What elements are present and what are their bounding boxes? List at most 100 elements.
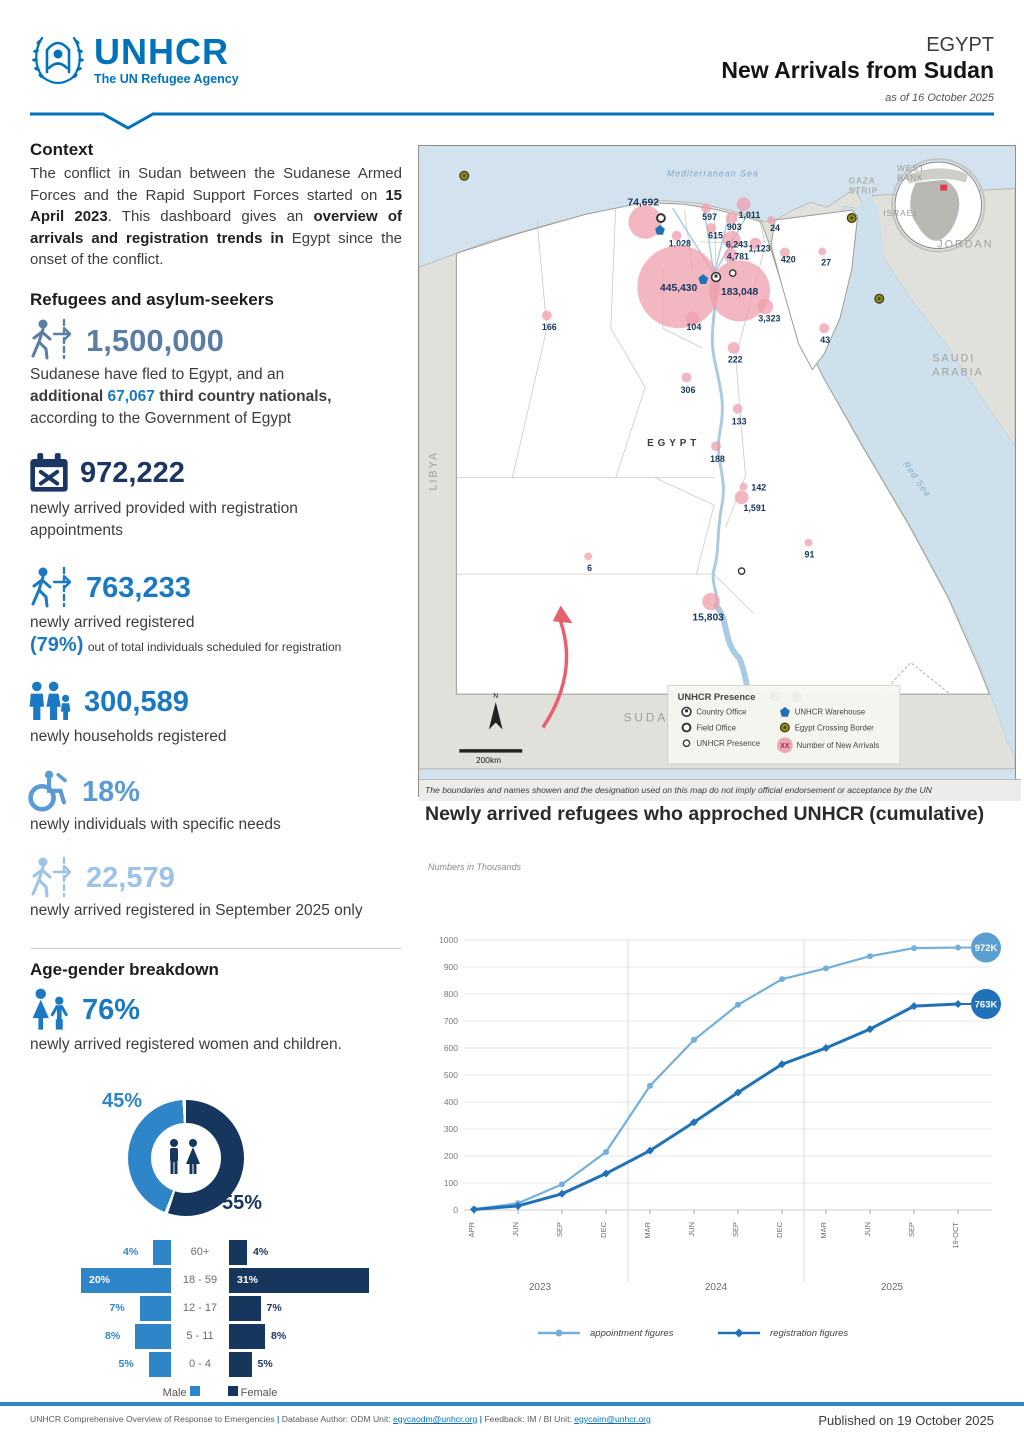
map-label: ISRAEL <box>883 208 919 218</box>
arrival-count-label: 1,591 <box>744 503 766 513</box>
context-bold-overview: overview of arrivals and registration tr… <box>30 208 402 247</box>
woman-child-icon <box>32 988 68 1030</box>
arrival-bubble <box>734 490 749 505</box>
arrival-bubble <box>727 341 740 354</box>
pyramid-male-bar <box>135 1324 171 1349</box>
unhcr-logo-icon <box>28 28 88 90</box>
stat-women-children: 76% <box>28 988 140 1032</box>
refugees-heading: Refugees and asylum-seekers <box>30 290 274 309</box>
pyramid-female-bar <box>229 1324 265 1349</box>
logo-title: UNHCR <box>94 31 229 72</box>
x-tick-label: 19-OCT <box>951 1222 960 1249</box>
svg-text:600: 600 <box>444 1043 458 1053</box>
stat-fled-desc: Sudanese have fled to Egypt, and an addi… <box>30 364 402 430</box>
pyramid-age-label: 18 - 59 <box>182 1274 218 1286</box>
pyramid-legend-female: Female <box>227 1386 277 1399</box>
svg-text:UNHCR Presence: UNHCR Presence <box>696 739 760 748</box>
arrival-count-label: 43 <box>820 335 830 345</box>
published-date: Published on 19 October 2025 <box>818 1413 994 1428</box>
map-label: SUDAN <box>624 711 680 725</box>
pyramid-male-pct: 20% <box>89 1274 111 1286</box>
svg-text:XX: XX <box>780 743 790 750</box>
map-legend: UNHCR Presence Country Office Field Office… <box>667 684 901 765</box>
x-tick-label: MAR <box>819 1221 828 1238</box>
svg-text:300: 300 <box>444 1124 458 1134</box>
arrival-bubble <box>725 212 738 224</box>
arrival-count-label: 104 <box>687 322 702 332</box>
footer-sep2: | <box>479 1414 483 1424</box>
fled-line3: according to the Government of Egypt <box>30 410 292 427</box>
pyramid-female-pct: 4% <box>253 1246 269 1258</box>
svg-text:972K: 972K <box>975 943 998 954</box>
arrival-count-label: 903 <box>727 222 742 232</box>
arrival-count-label: 15,803 <box>692 612 724 623</box>
nile-river <box>672 207 753 698</box>
pyramid-male-bar <box>153 1240 171 1265</box>
pyramid-female-pct: 5% <box>257 1358 273 1370</box>
chart-legend-label: appointment figures <box>590 1328 674 1339</box>
egypt-map: N 200km Mediterranean Sea GAZA STRIP WEST BANK… <box>418 145 1021 801</box>
chart-grid: 0 100 200 300 400 500 600 700 800 900 1000 <box>439 935 992 1283</box>
age-gender-heading: Age-gender breakdown <box>30 960 219 979</box>
svg-text:UNHCR Warehouse: UNHCR Warehouse <box>795 708 866 717</box>
x-tick-label: APR <box>467 1221 476 1237</box>
pyramid-female-bar <box>229 1268 369 1293</box>
pyramid-female-bar <box>229 1240 247 1265</box>
arrival-bubble <box>628 205 662 239</box>
arrival-bubble <box>711 441 721 452</box>
pyramid-female-bar <box>229 1352 252 1377</box>
svg-text:UNHCR Presence: UNHCR Presence <box>678 692 756 702</box>
pyramid-male-pct: 4% <box>123 1246 139 1258</box>
footer-source: UNHCR Comprehensive Overview of Response… <box>30 1414 275 1424</box>
registered-pct-note: out of total individuals scheduled for r… <box>87 640 342 654</box>
arrival-bubble <box>804 538 813 547</box>
arrival-count-label: 1,011 <box>739 210 761 220</box>
pyramid-male-pct: 7% <box>109 1302 125 1314</box>
odm-email-link[interactable]: egycaodm@unhcr.org <box>393 1414 478 1424</box>
svg-text:800: 800 <box>444 989 458 999</box>
field-office-icon <box>656 213 666 223</box>
unhcr-presence-icon <box>682 739 691 748</box>
arrival-bubble <box>723 248 738 263</box>
unhcr-wordmark: UNHCR The UN Refugee Agency <box>94 31 239 87</box>
pyramid-male-bar <box>139 1296 171 1321</box>
chart-legend-label: registration figures <box>770 1328 848 1339</box>
registered-pct: (79%) <box>30 634 84 656</box>
logo-subtitle: The UN Refugee Agency <box>94 72 239 86</box>
year-label: 2024 <box>705 1282 728 1293</box>
arrival-count-label: 6,243 <box>726 240 748 250</box>
arrival-count-label: 6 <box>587 563 592 573</box>
stat-registered: 763,233 <box>26 566 191 610</box>
age-pyramid-chart: 60+ 4% 4% 18 - 59 20% 31% 12 - 17 7% 7% 5 - 11 8% 8… <box>40 1240 380 1400</box>
arrival-count-label: 222 <box>728 355 743 365</box>
chart-subtitle: Numbers in Thousands <box>428 862 522 872</box>
stat-fled: 1,500,000 <box>26 318 224 362</box>
im-email-link[interactable]: egycaim@unhcr.org <box>574 1414 651 1424</box>
arrival-bubble <box>749 237 762 250</box>
arrival-count-label: 166 <box>542 322 557 332</box>
fled-bold: additional <box>30 388 108 405</box>
map-label: ARABIA <box>932 366 983 378</box>
header-country: EGYPT <box>926 34 994 56</box>
context-text3: Egypt since the onset of the conflict. <box>30 229 403 269</box>
arrival-bubble <box>541 310 552 321</box>
arrival-bubble <box>818 247 827 256</box>
svg-text:763K: 763K <box>975 999 998 1010</box>
stat-households: 300,589 <box>26 680 189 724</box>
arrival-count-label: 4,781 <box>727 251 749 261</box>
pyramid-male-pct: 5% <box>118 1358 134 1370</box>
africa-inset-globe <box>891 158 986 253</box>
arrival-count-label: 133 <box>732 417 747 427</box>
svg-text:900: 900 <box>444 962 458 972</box>
map-label: JORDAN <box>937 239 993 251</box>
map-disclaimer: The boundaries and names showen and the … <box>419 779 1021 801</box>
arrival-count-label: 142 <box>751 482 766 492</box>
arrival-count-label: 445,430 <box>660 283 698 294</box>
svg-text:100: 100 <box>444 1178 458 1188</box>
arrival-bubble <box>757 298 774 315</box>
map-label: STRIP <box>849 185 879 195</box>
year-label: 2023 <box>529 1282 552 1293</box>
arrival-bubble <box>701 203 712 214</box>
